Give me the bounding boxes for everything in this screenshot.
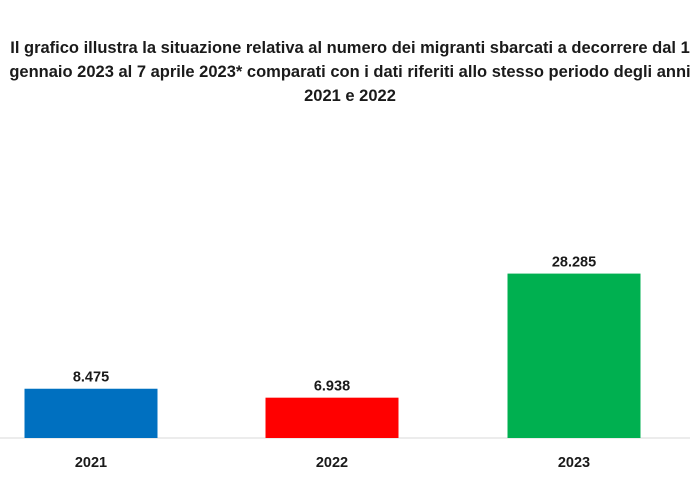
chart-title: Il grafico illustra la situazione relati… bbox=[0, 36, 700, 108]
bar-2021 bbox=[24, 388, 158, 438]
data-label-2023: 28.285 bbox=[552, 255, 596, 271]
x-tick-label-2022: 2022 bbox=[316, 455, 348, 471]
x-tick-label-2023: 2023 bbox=[558, 455, 590, 471]
bar-2023 bbox=[507, 273, 641, 438]
chart-title-line-1: Il grafico illustra la situazione relati… bbox=[10, 39, 690, 57]
x-tick-label-2021: 2021 bbox=[75, 455, 107, 471]
bar-2022 bbox=[265, 397, 399, 438]
chart-title-line-2: gennaio 2023 al 7 aprile 2023* comparati… bbox=[9, 63, 691, 81]
data-label-2022: 6.938 bbox=[314, 379, 350, 395]
chart-title-line-3: 2021 e 2022 bbox=[304, 87, 396, 105]
data-label-2021: 8.475 bbox=[73, 370, 109, 386]
